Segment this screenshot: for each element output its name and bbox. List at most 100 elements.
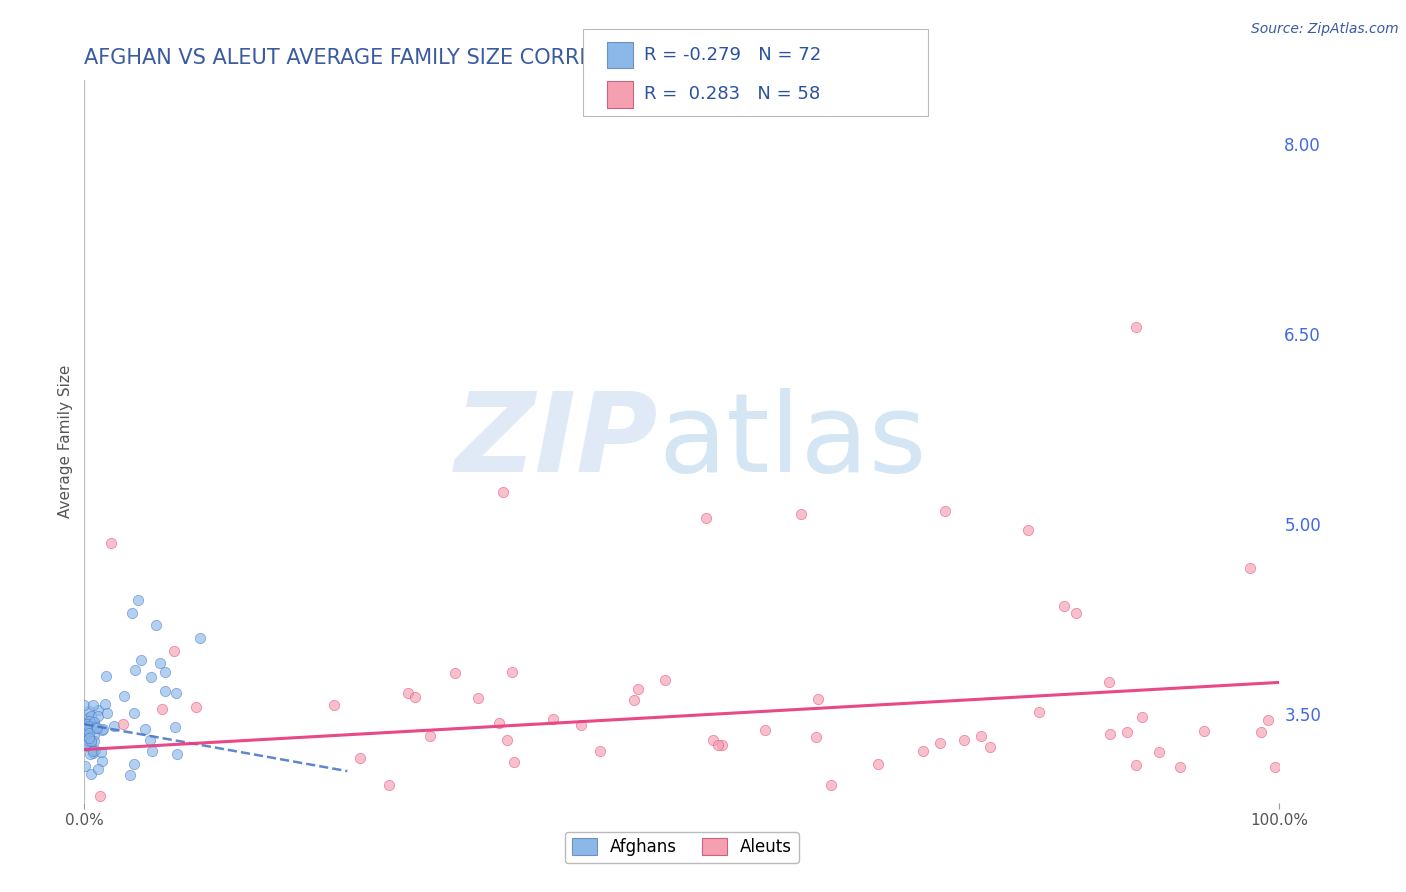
- Point: [501, 665, 523, 679]
- Point: [707, 739, 730, 753]
- Point: [129, 653, 152, 667]
- Point: [1066, 606, 1088, 620]
- Point: [1257, 713, 1279, 727]
- Point: [419, 729, 441, 743]
- Point: [87, 763, 110, 777]
- Point: [94, 697, 117, 711]
- Point: [467, 690, 489, 705]
- Point: [103, 719, 125, 733]
- Point: [155, 684, 177, 698]
- Point: [80, 767, 103, 781]
- Point: [75, 723, 97, 737]
- Point: [1239, 561, 1261, 575]
- Point: [77, 716, 100, 731]
- Point: [710, 739, 733, 753]
- Point: [121, 606, 143, 620]
- Point: [79, 715, 101, 730]
- Point: [866, 757, 889, 772]
- Point: [349, 751, 371, 765]
- Point: [100, 536, 122, 550]
- Point: [83, 743, 105, 757]
- Point: [86, 720, 108, 734]
- Point: [73, 698, 96, 713]
- Point: [83, 716, 105, 731]
- Point: [134, 722, 156, 736]
- Point: [76, 734, 98, 748]
- Point: [1018, 523, 1040, 537]
- Point: [378, 778, 401, 792]
- Point: [80, 709, 103, 723]
- Point: [77, 719, 100, 733]
- Point: [1098, 675, 1121, 690]
- Legend: Afghans, Aleuts: Afghans, Aleuts: [565, 831, 799, 863]
- Point: [492, 485, 515, 500]
- Point: [73, 738, 96, 752]
- Point: [1147, 745, 1170, 759]
- Point: [503, 756, 526, 770]
- Point: [91, 722, 114, 736]
- Point: [112, 717, 135, 731]
- Point: [1028, 705, 1050, 719]
- Point: [76, 725, 98, 739]
- Point: [163, 720, 186, 734]
- Point: [83, 715, 105, 730]
- Point: [541, 712, 564, 726]
- Point: [80, 737, 103, 751]
- Point: [82, 698, 104, 712]
- Point: [627, 682, 650, 697]
- Point: [90, 745, 112, 759]
- Point: [87, 708, 110, 723]
- Point: [139, 670, 162, 684]
- Point: [1264, 760, 1286, 774]
- Point: [138, 732, 160, 747]
- Point: [127, 593, 149, 607]
- Point: [124, 663, 146, 677]
- Point: [165, 686, 187, 700]
- Point: [804, 730, 827, 744]
- Point: [149, 657, 172, 671]
- Point: [1116, 725, 1139, 739]
- Y-axis label: Average Family Size: Average Family Size: [58, 365, 73, 518]
- Point: [953, 733, 976, 747]
- Point: [928, 736, 950, 750]
- Point: [76, 739, 98, 753]
- Point: [1132, 710, 1154, 724]
- Text: R = -0.279   N = 72: R = -0.279 N = 72: [644, 46, 821, 64]
- Point: [124, 706, 146, 721]
- Point: [77, 704, 100, 718]
- Point: [166, 747, 188, 761]
- Point: [79, 734, 101, 748]
- Point: [820, 778, 842, 792]
- Point: [77, 714, 100, 728]
- Point: [76, 717, 98, 731]
- Point: [82, 744, 104, 758]
- Point: [83, 721, 105, 735]
- Point: [934, 504, 956, 518]
- Point: [702, 733, 724, 747]
- Point: [141, 744, 163, 758]
- Point: [1053, 599, 1076, 614]
- Point: [754, 723, 776, 737]
- Point: [89, 789, 111, 804]
- Point: [153, 665, 176, 679]
- Point: [404, 690, 426, 704]
- Point: [76, 733, 98, 747]
- Text: atlas: atlas: [658, 388, 927, 495]
- Point: [911, 744, 934, 758]
- Point: [1125, 320, 1147, 334]
- Point: [1125, 757, 1147, 772]
- Point: [1099, 726, 1122, 740]
- Text: ZIP: ZIP: [454, 388, 658, 495]
- Point: [91, 754, 114, 768]
- Point: [75, 731, 97, 746]
- Point: [589, 744, 612, 758]
- Point: [82, 719, 104, 733]
- Point: [83, 734, 105, 748]
- Point: [83, 728, 105, 742]
- Point: [1192, 724, 1215, 739]
- Point: [77, 731, 100, 746]
- Point: [807, 692, 830, 706]
- Point: [91, 723, 114, 737]
- Point: [94, 669, 117, 683]
- Point: [790, 507, 813, 521]
